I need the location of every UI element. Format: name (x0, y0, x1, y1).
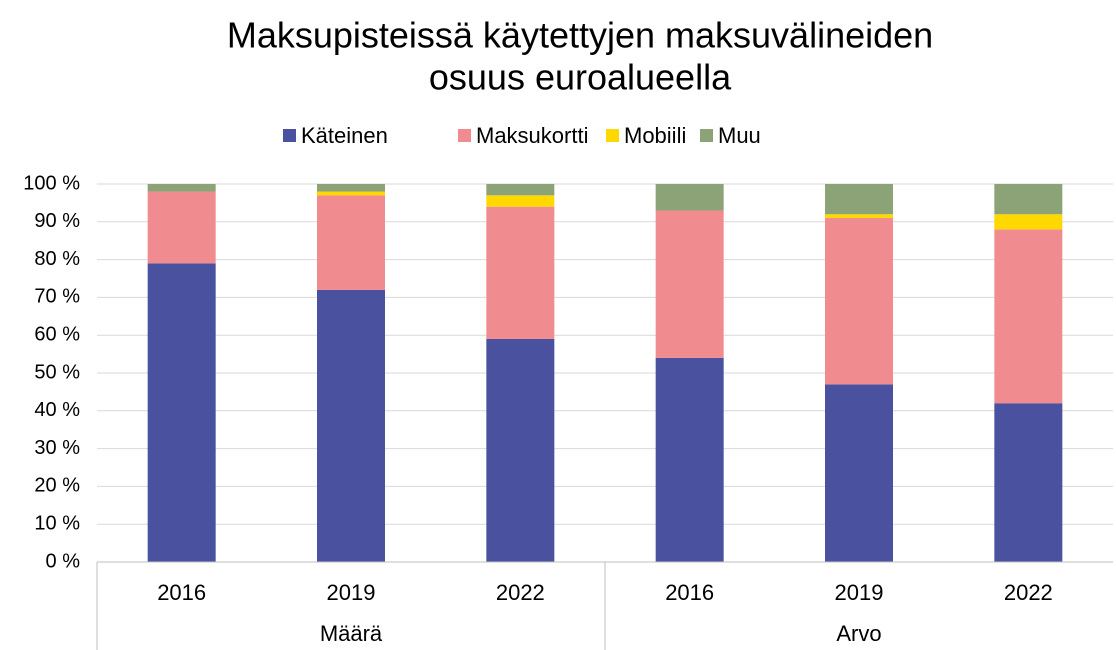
x-tick-label: 2019 (835, 580, 884, 605)
legend-swatch (458, 129, 471, 142)
y-tick-label: 20 % (34, 475, 80, 497)
chart-title: Maksupisteissä käytettyjen maksuvälineid… (227, 15, 933, 56)
bar-segment (994, 214, 1063, 230)
y-tick-label: 90 % (34, 210, 80, 232)
bar-segment (655, 357, 724, 562)
bar-segment (825, 384, 893, 562)
y-tick-label: 70 % (34, 286, 80, 308)
bar-segment (825, 218, 893, 385)
bar-segment (655, 210, 724, 358)
x-tick-label: 2019 (327, 580, 376, 605)
group-label: Määrä (320, 621, 383, 646)
bar-segment (825, 184, 893, 215)
x-tick-label: 2016 (157, 580, 206, 605)
y-tick-label: 40 % (34, 399, 80, 421)
bar-segment (317, 195, 385, 290)
bar-segment (655, 184, 724, 211)
y-tick-label: 30 % (34, 437, 80, 459)
x-tick-label: 2016 (665, 580, 714, 605)
bar-segment (147, 263, 216, 562)
bar-segment (486, 195, 555, 207)
legend-label: Mobiili (624, 123, 686, 148)
bar-segment (317, 184, 385, 192)
y-tick-label: 0 % (46, 550, 81, 572)
group-label: Arvo (836, 621, 881, 646)
bar-segment (825, 214, 893, 219)
y-tick-label: 80 % (34, 248, 80, 270)
legend-label: Muu (718, 123, 761, 148)
legend-swatch (700, 129, 713, 142)
legend-label: Käteinen (301, 123, 388, 148)
legend-swatch (283, 129, 296, 142)
bar-segment (994, 403, 1063, 562)
chart-title: osuus euroalueella (429, 57, 732, 98)
bar-segment (486, 338, 555, 562)
x-tick-label: 2022 (1004, 580, 1053, 605)
y-tick-label: 60 % (34, 323, 80, 345)
legend-label: Maksukortti (476, 123, 588, 148)
x-tick-label: 2022 (496, 580, 545, 605)
bar-segment (147, 184, 216, 192)
y-tick-label: 10 % (34, 512, 80, 534)
bar-segment (486, 184, 555, 196)
bar-segment (994, 229, 1063, 404)
bar-segment (317, 289, 385, 562)
bar-segment (317, 191, 385, 196)
y-tick-label: 50 % (34, 361, 80, 383)
bar-segment (147, 191, 216, 264)
y-tick-label: 100 % (23, 172, 80, 194)
bar-segment (486, 206, 555, 339)
legend-swatch (606, 129, 619, 142)
bar-segment (994, 184, 1063, 215)
